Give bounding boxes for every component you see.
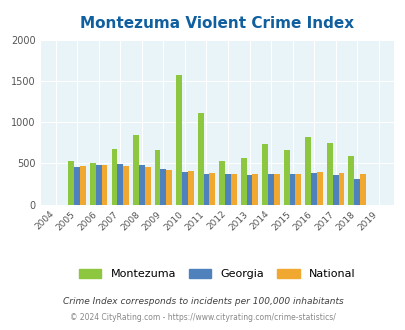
Bar: [203, 175, 209, 205]
Bar: [230, 175, 236, 205]
Text: © 2024 CityRating.com - https://www.cityrating.com/crime-statistics/: © 2024 CityRating.com - https://www.city…: [70, 313, 335, 322]
Bar: [68, 161, 74, 205]
Bar: [289, 175, 295, 205]
Bar: [117, 164, 123, 205]
Bar: [359, 174, 365, 205]
Bar: [219, 161, 224, 205]
Bar: [80, 166, 86, 205]
Bar: [209, 173, 215, 205]
Bar: [273, 174, 279, 205]
Bar: [176, 75, 181, 205]
Bar: [96, 165, 101, 205]
Bar: [111, 149, 117, 205]
Legend: Montezuma, Georgia, National: Montezuma, Georgia, National: [74, 263, 360, 285]
Bar: [252, 174, 258, 205]
Bar: [262, 145, 267, 205]
Bar: [90, 163, 96, 205]
Bar: [144, 167, 150, 205]
Bar: [74, 167, 80, 205]
Bar: [154, 150, 160, 205]
Bar: [133, 135, 139, 205]
Bar: [240, 158, 246, 205]
Bar: [332, 175, 338, 205]
Bar: [267, 175, 273, 205]
Bar: [338, 173, 343, 205]
Bar: [354, 179, 359, 205]
Bar: [101, 165, 107, 205]
Bar: [283, 150, 289, 205]
Bar: [295, 174, 301, 205]
Bar: [347, 155, 354, 205]
Title: Montezuma Violent Crime Index: Montezuma Violent Crime Index: [80, 16, 354, 31]
Bar: [166, 170, 172, 205]
Text: Crime Index corresponds to incidents per 100,000 inhabitants: Crime Index corresponds to incidents per…: [62, 297, 343, 306]
Bar: [188, 171, 193, 205]
Bar: [311, 173, 316, 205]
Bar: [305, 137, 311, 205]
Bar: [316, 172, 322, 205]
Bar: [197, 114, 203, 205]
Bar: [123, 166, 129, 205]
Bar: [160, 169, 166, 205]
Bar: [224, 174, 230, 205]
Bar: [139, 165, 144, 205]
Bar: [246, 175, 252, 205]
Bar: [326, 143, 332, 205]
Bar: [181, 172, 188, 205]
